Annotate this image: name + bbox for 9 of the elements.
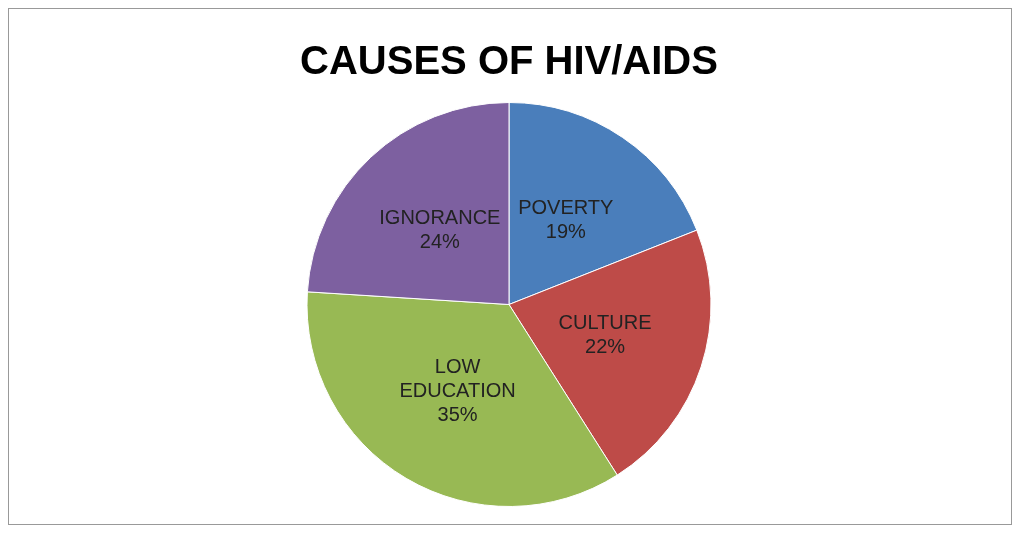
slice-label: LOW EDUCATION bbox=[399, 354, 516, 401]
chart-title: CAUSES OF HIV/AIDS bbox=[300, 38, 718, 83]
data-label: 24% bbox=[419, 230, 461, 253]
data-label: 19% bbox=[545, 220, 586, 243]
slice-label: CULTURE bbox=[558, 311, 652, 334]
slice-label: POVERTY bbox=[518, 196, 614, 219]
data-label: 22% bbox=[585, 335, 626, 358]
slice-label: IGNORANCE bbox=[379, 206, 501, 229]
data-label: 35% bbox=[437, 402, 478, 425]
